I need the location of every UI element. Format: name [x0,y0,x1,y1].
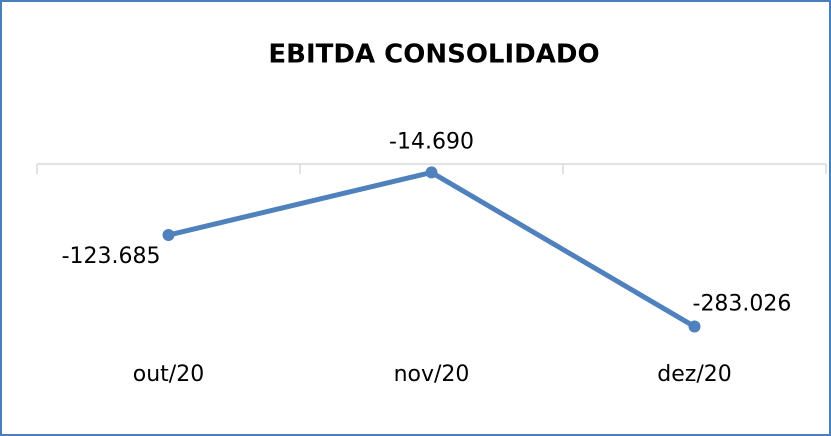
chart-title: EBITDA CONSOLIDADO [268,40,599,70]
data-label: -123.685 [62,244,161,269]
data-label: -14.690 [389,129,474,154]
x-tick-label: nov/20 [394,362,470,387]
data-label: -283.026 [693,292,792,317]
x-tick-label: out/20 [133,362,204,387]
point [162,229,175,242]
point [688,320,701,333]
x-tick-label: dez/20 [657,362,731,387]
point [425,166,438,179]
